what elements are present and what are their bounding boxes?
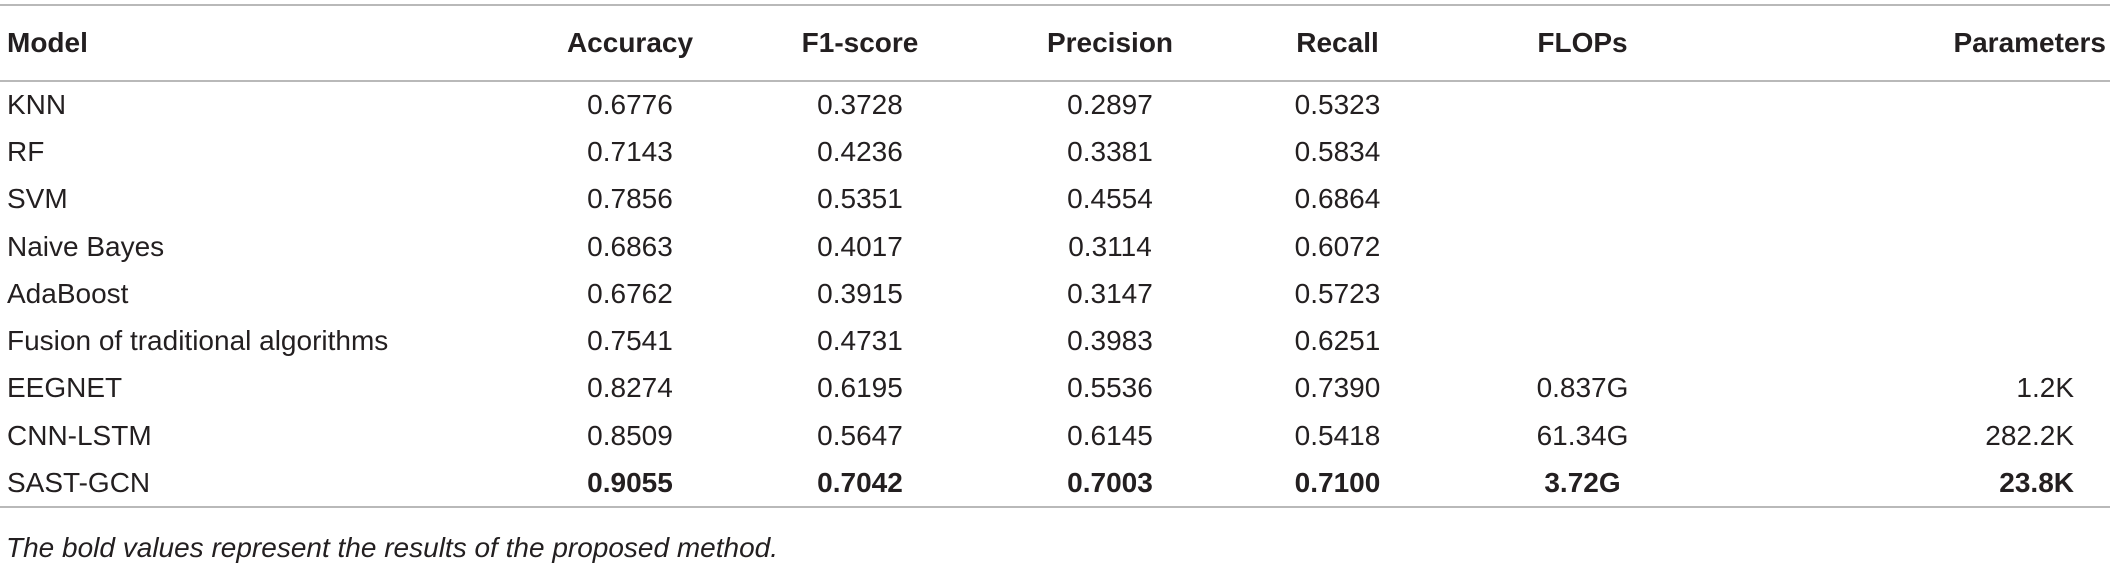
header-precision: Precision xyxy=(980,4,1240,82)
cell-recall: 0.5723 xyxy=(1294,277,1381,309)
cell-accuracy: 0.7541 xyxy=(587,325,673,357)
cell-model: EEGNET xyxy=(7,372,123,404)
cell-parameters xyxy=(1730,317,2110,364)
cell-f1-score: 0.5647 xyxy=(817,419,903,451)
cell-precision: 0.7003 xyxy=(980,459,1240,508)
cell-f1-score: 0.6195 xyxy=(817,372,903,404)
table-header: Model Accuracy F1-score Precision Recall… xyxy=(0,4,2110,82)
cell-parameters: 1.2K xyxy=(2016,372,2074,404)
cell-flops xyxy=(1435,223,1730,270)
table-row: SVM 0.7856 0.5351 0.4554 0.6864 xyxy=(0,176,2110,223)
header-parameters: Parameters xyxy=(1730,4,2110,82)
table-row: AdaBoost 0.6762 0.3915 0.3147 0.5723 xyxy=(0,270,2110,317)
table-row: CNN-LSTM 0.8509 0.5647 0.6145 0.5418 61.34G 28… xyxy=(0,412,2110,459)
cell-model: AdaBoost xyxy=(7,277,129,309)
cell-accuracy: 0.9055 xyxy=(520,459,740,508)
cell-model: Fusion of traditional algorithms xyxy=(7,325,389,357)
cell-model: Naive Bayes xyxy=(7,230,165,262)
table-body: KNN 0.6776 0.3728 0.2897 0.5323 RF 0.7143 0.423… xyxy=(0,81,2110,508)
cell-f1-score: 0.3915 xyxy=(817,277,903,309)
cell-precision: 0.3381 xyxy=(1067,135,1153,167)
cell-model: SAST-GCN xyxy=(0,459,520,508)
cell-model: SVM xyxy=(7,183,68,215)
cell-parameters xyxy=(1730,128,2110,175)
cell-flops xyxy=(1435,128,1730,175)
cell-precision: 0.3983 xyxy=(1067,325,1153,357)
cell-recall: 0.6864 xyxy=(1294,183,1381,215)
cell-flops: 0.837G xyxy=(1536,372,1629,404)
cell-precision: 0.2897 xyxy=(1067,89,1153,121)
cell-f1-score: 0.4236 xyxy=(817,135,903,167)
header-recall: Recall xyxy=(1240,4,1435,82)
cell-accuracy: 0.6863 xyxy=(587,230,673,262)
cell-flops xyxy=(1435,317,1730,364)
cell-precision: 0.6145 xyxy=(1067,419,1153,451)
cell-precision: 0.3114 xyxy=(1068,230,1152,262)
cell-model: KNN xyxy=(7,89,67,121)
cell-model: CNN-LSTM xyxy=(7,419,152,451)
table-row: KNN 0.6776 0.3728 0.2897 0.5323 xyxy=(0,81,2110,128)
cell-recall: 0.5323 xyxy=(1294,89,1381,121)
header-model: Model xyxy=(0,4,520,82)
cell-parameters: 282.2K xyxy=(1985,419,2074,451)
cell-flops xyxy=(1435,176,1730,223)
cell-precision: 0.3147 xyxy=(1067,277,1153,309)
cell-parameters xyxy=(1730,81,2110,128)
results-table: Model Accuracy F1-score Precision Recall… xyxy=(0,4,2110,508)
cell-recall: 0.6072 xyxy=(1294,230,1381,262)
cell-model: RF xyxy=(7,135,45,167)
table-footnote: The bold values represent the results of… xyxy=(6,532,779,563)
cell-f1-score: 0.4017 xyxy=(817,230,903,262)
cell-recall: 0.7100 xyxy=(1240,459,1435,508)
cell-precision: 0.5536 xyxy=(1067,372,1153,404)
cell-parameters xyxy=(1730,270,2110,317)
header-f1-score: F1-score xyxy=(740,4,980,82)
table-row: Naive Bayes 0.6863 0.4017 0.3114 0.6072 xyxy=(0,223,2110,270)
cell-accuracy: 0.6776 xyxy=(587,89,673,121)
cell-recall: 0.5834 xyxy=(1294,135,1381,167)
table-row: SAST-GCN 0.9055 0.7042 0.7003 0.7100 3.72G 23.… xyxy=(0,459,2110,508)
cell-accuracy: 0.6762 xyxy=(587,277,673,309)
header-row: Model Accuracy F1-score Precision Recall… xyxy=(0,4,2110,82)
table-row: RF 0.7143 0.4236 0.3381 0.5834 xyxy=(0,128,2110,175)
cell-parameters xyxy=(1730,223,2110,270)
cell-recall: 0.7390 xyxy=(1294,372,1381,404)
cell-f1-score: 0.5351 xyxy=(817,183,903,215)
cell-accuracy: 0.7143 xyxy=(587,135,673,167)
header-accuracy: Accuracy xyxy=(520,4,740,82)
cell-f1-score: 0.3728 xyxy=(817,89,903,121)
cell-f1-score: 0.7042 xyxy=(740,459,980,508)
cell-parameters: 23.8K xyxy=(1730,459,2110,508)
cell-accuracy: 0.8509 xyxy=(587,419,673,451)
cell-flops xyxy=(1435,270,1730,317)
cell-flops: 61.34G xyxy=(1536,419,1629,451)
table-row: Fusion of traditional algorithms 0.7541 0.… xyxy=(0,317,2110,364)
table-row: EEGNET 0.8274 0.6195 0.5536 0.7390 0.837G 1.2K xyxy=(0,365,2110,412)
cell-recall: 0.6251 xyxy=(1294,325,1381,357)
cell-f1-score: 0.4731 xyxy=(817,325,903,357)
cell-accuracy: 0.8274 xyxy=(587,372,673,404)
cell-flops xyxy=(1435,81,1730,128)
cell-accuracy: 0.7856 xyxy=(587,183,673,215)
cell-parameters xyxy=(1730,176,2110,223)
cell-flops: 3.72G xyxy=(1435,459,1730,508)
cell-recall: 0.5418 xyxy=(1294,419,1381,451)
cell-precision: 0.4554 xyxy=(1067,183,1153,215)
header-flops: FLOPs xyxy=(1435,4,1730,82)
